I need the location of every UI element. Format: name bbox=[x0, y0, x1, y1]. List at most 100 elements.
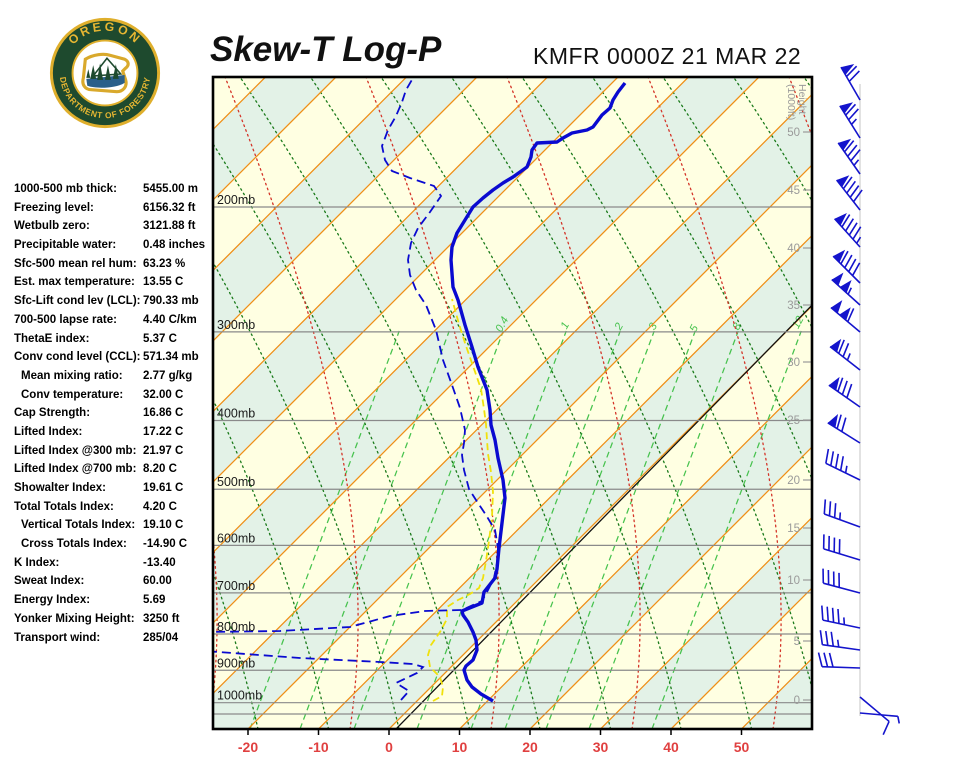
index-row: Freezing level: 6156.32 ft bbox=[14, 202, 210, 221]
index-value: -13.40 bbox=[143, 556, 176, 569]
index-row: Cross Totals Index: -14.90 C bbox=[14, 538, 210, 557]
temp-tick-label: 20 bbox=[522, 739, 538, 755]
height-tick-label: 45 bbox=[787, 185, 800, 197]
wind-barb bbox=[822, 534, 861, 561]
index-label: 1000-500 mb thick: bbox=[14, 183, 117, 195]
pressure-label: 700mb bbox=[217, 579, 255, 593]
wind-barb bbox=[833, 213, 862, 248]
index-row: K Index: -13.40 bbox=[14, 557, 210, 576]
index-row: Lifted Index: 17.22 C bbox=[14, 426, 210, 445]
index-row: Energy Index: 5.69 bbox=[14, 594, 210, 613]
index-value: 16.86 C bbox=[143, 407, 184, 420]
index-value: 5.37 C bbox=[143, 332, 177, 345]
index-label: ThetaE index: bbox=[14, 332, 90, 345]
index-row: Conv cond level (CCL): 571.34 mb bbox=[14, 351, 210, 370]
pressure-label: 200mb bbox=[217, 193, 255, 207]
station-datetime: KMFR 0000Z 21 MAR 22 bbox=[533, 43, 802, 69]
page-title: Skew-T Log-P bbox=[210, 30, 442, 69]
odf-logo: OREGON DEPARTMENT OF FORESTRY bbox=[49, 17, 161, 129]
wind-barb bbox=[819, 630, 861, 651]
index-row: Lifted Index @300 mb: 21.97 C bbox=[14, 445, 210, 464]
index-row: Lifted Index @700 mb: 8.20 C bbox=[14, 463, 210, 482]
height-tick-label: 40 bbox=[787, 243, 800, 255]
wind-barb bbox=[859, 712, 901, 724]
index-label: Lifted Index @700 mb: bbox=[14, 463, 137, 476]
moist-adiabats bbox=[214, 78, 811, 728]
index-value: 790.33 mb bbox=[143, 295, 199, 308]
wind-barb bbox=[835, 175, 863, 211]
index-label: Transport wind: bbox=[14, 631, 101, 644]
temperature-axis: -20 -10 0 10 20 30 40 50 bbox=[238, 730, 750, 755]
temp-tick-label: 50 bbox=[734, 739, 750, 755]
pressure-label: 600mb bbox=[217, 531, 255, 545]
dewpoint-curve bbox=[214, 78, 499, 701]
index-label: Freezing level: bbox=[14, 201, 94, 214]
index-label: Precipitable water: bbox=[14, 239, 117, 252]
pressure-label: 1000mb bbox=[217, 689, 262, 703]
index-value: 571.34 mb bbox=[143, 351, 199, 364]
indices-panel: 1000-500 mb thick: 5455.00 m Freezing leve… bbox=[14, 183, 210, 650]
index-label: Est. max temperature: bbox=[14, 276, 135, 289]
pressure-label: 500mb bbox=[217, 475, 255, 489]
height-tick-label: 25 bbox=[787, 415, 800, 427]
index-label: Cross Totals Index: bbox=[21, 538, 127, 551]
index-row: Sfc-Lift cond lev (LCL): 790.33 mb bbox=[14, 295, 210, 314]
mixing-ratio-lines: 0.4 1 2 3 5 8 12 bbox=[249, 314, 807, 728]
height-axis-title: Height bbox=[796, 84, 808, 114]
temp-tick-label: 0 bbox=[385, 739, 393, 755]
index-row: Sweat Index: 60.00 bbox=[14, 575, 210, 594]
index-label: Lifted Index: bbox=[14, 425, 83, 438]
wind-barb bbox=[823, 499, 861, 528]
oregon-state-scene bbox=[81, 52, 130, 94]
pressure-lines bbox=[214, 206, 811, 715]
wind-barb bbox=[831, 272, 861, 306]
index-label: K Index: bbox=[14, 556, 60, 569]
logo-trees bbox=[86, 63, 119, 80]
index-value: 21.97 C bbox=[143, 444, 184, 457]
height-tick-label: 20 bbox=[787, 475, 800, 487]
index-row: Conv temperature: 32.00 C bbox=[14, 389, 210, 408]
index-value: 32.00 C bbox=[143, 388, 184, 401]
height-tick-label: 50 bbox=[787, 127, 800, 139]
wind-barb bbox=[822, 568, 861, 594]
index-label: Sweat Index: bbox=[14, 575, 85, 588]
index-value: 4.20 C bbox=[143, 500, 177, 513]
reference-line bbox=[396, 305, 811, 728]
index-value: 285/04 bbox=[143, 631, 179, 644]
index-row: Mean mixing ratio: 2.77 g/kg bbox=[14, 370, 210, 389]
wetbulb-curve bbox=[427, 298, 494, 702]
index-value: 2.77 g/kg bbox=[143, 369, 193, 382]
wind-barb bbox=[817, 652, 861, 669]
index-value: 3121.88 ft bbox=[143, 220, 196, 233]
index-row: Total Totals Index: 4.20 C bbox=[14, 501, 210, 520]
mixing-ratio-label: 3 bbox=[647, 320, 661, 332]
mixing-ratio-label: 5 bbox=[688, 322, 702, 334]
index-value: 60.00 bbox=[143, 575, 172, 588]
index-value: 19.10 C bbox=[143, 519, 184, 532]
temp-tick-label: -10 bbox=[308, 739, 328, 755]
index-label: Sfc-Lift cond lev (LCL): bbox=[14, 295, 141, 308]
pressure-label: 900mb bbox=[217, 656, 255, 670]
index-label: Mean mixing ratio: bbox=[21, 369, 123, 382]
plot-area: 0.4 1 2 3 5 8 12 bbox=[214, 78, 811, 728]
mixing-ratio-label: 2 bbox=[612, 321, 626, 333]
height-tick-label: 5 bbox=[794, 636, 800, 648]
wind-barb bbox=[830, 300, 861, 333]
index-label: Lifted Index @300 mb: bbox=[14, 444, 137, 457]
height-tick-label: 0 bbox=[794, 695, 800, 707]
index-label: Vertical Totals Index: bbox=[21, 519, 136, 532]
index-label: 700-500 lapse rate: bbox=[14, 313, 117, 326]
height-scale: 0 5 10 15 20 25 30 35 40 45 50 Height(1000ft) bbox=[785, 84, 811, 707]
index-label: Energy Index: bbox=[14, 594, 91, 607]
wind-barb bbox=[832, 249, 861, 284]
index-value: 0.48 inches bbox=[143, 239, 206, 252]
index-value: 5.69 bbox=[143, 594, 166, 607]
index-value: 13.55 C bbox=[143, 276, 184, 289]
index-row: Transport wind: 285/04 bbox=[14, 632, 210, 651]
temp-tick-label: 30 bbox=[593, 739, 609, 755]
index-row: ThetaE index: 5.37 C bbox=[14, 333, 210, 352]
index-row: Wetbulb zero: 3121.88 ft bbox=[14, 220, 210, 239]
index-value: -14.90 C bbox=[143, 538, 188, 551]
